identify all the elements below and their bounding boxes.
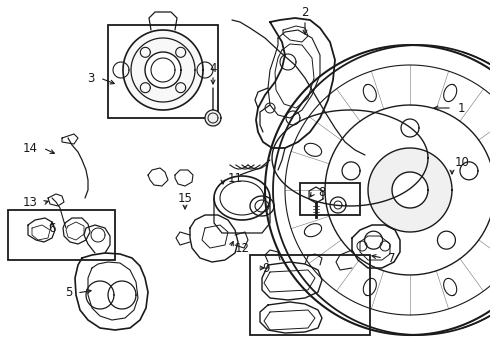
Text: 3: 3	[88, 72, 95, 85]
Text: 8: 8	[318, 186, 325, 199]
Polygon shape	[401, 119, 419, 137]
Bar	[300, 183, 360, 215]
Text: 13: 13	[23, 197, 38, 210]
Polygon shape	[438, 231, 455, 249]
Polygon shape	[365, 231, 383, 249]
Polygon shape	[123, 30, 203, 110]
Text: 10: 10	[455, 156, 470, 168]
Text: 2: 2	[301, 5, 309, 18]
Text: 15: 15	[177, 192, 193, 204]
Text: 7: 7	[388, 252, 395, 265]
Bar	[108, 25, 218, 118]
Bar	[8, 210, 115, 260]
Polygon shape	[145, 52, 181, 88]
Text: 11: 11	[228, 171, 243, 184]
Polygon shape	[342, 162, 360, 180]
Text: 1: 1	[458, 102, 466, 114]
Text: 9: 9	[262, 261, 270, 274]
Text: 14: 14	[23, 141, 38, 154]
Text: 6: 6	[48, 221, 56, 234]
Text: 5: 5	[65, 287, 72, 300]
Bar	[250, 255, 370, 335]
Polygon shape	[392, 172, 428, 208]
Polygon shape	[460, 162, 478, 180]
Polygon shape	[205, 110, 221, 126]
Text: 12: 12	[235, 242, 250, 255]
Text: 4: 4	[209, 62, 217, 75]
Polygon shape	[368, 148, 452, 232]
